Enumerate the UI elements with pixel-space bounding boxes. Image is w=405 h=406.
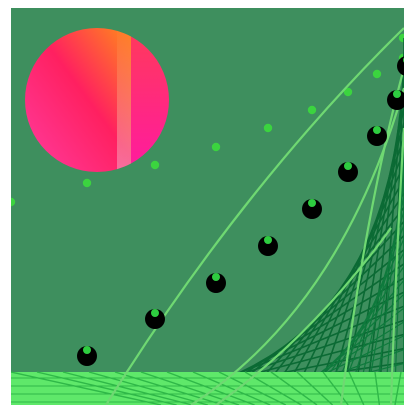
game-canvas[interactable] [11,8,404,405]
balls-layer [77,56,404,366]
ball-body [397,56,404,76]
green-dot-5 [263,123,273,133]
ball-body [77,346,97,366]
curve-5 [389,127,404,405]
black-ball-5[interactable] [302,199,322,219]
black-ball-3[interactable] [206,273,226,293]
black-ball-8[interactable] [387,90,404,110]
ball-body [302,199,322,219]
black-ball-2[interactable] [145,309,165,329]
sun-right-panel [117,28,131,172]
curves-layer [105,27,404,405]
curve-1 [105,27,404,405]
dots-layer [11,33,404,207]
green-dot-3 [150,160,160,170]
ball-highlight [151,309,159,317]
black-ball-4[interactable] [258,236,278,256]
ball-body [145,309,165,329]
ball-highlight [393,90,401,98]
ball-body [367,126,387,146]
ball-body [338,162,358,182]
ball-highlight [344,162,352,170]
curve-4 [215,227,392,405]
ball-body [258,236,278,256]
ball-highlight [264,236,272,244]
green-dot-1 [11,197,16,207]
ball-highlight [403,57,404,63]
green-dot-6 [307,105,317,115]
green-dot-10 [398,33,404,43]
ball-body [206,273,226,293]
black-ball-6[interactable] [338,162,358,182]
green-dot-2 [82,178,92,188]
ball-highlight [212,273,220,281]
ground-mesh [11,371,404,405]
ball-highlight [83,346,91,354]
green-dot-4 [211,142,221,152]
green-dot-8 [372,69,382,79]
ball-highlight [308,199,316,207]
black-ball-9[interactable] [397,56,404,76]
black-ball-1[interactable] [77,346,97,366]
ball-highlight [373,126,381,134]
black-ball-7[interactable] [367,126,387,146]
green-dot-7 [343,87,353,97]
